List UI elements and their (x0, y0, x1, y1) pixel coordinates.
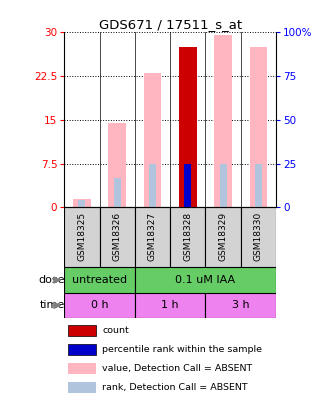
Bar (205, 293, 276, 318)
Bar (135, 293, 205, 318)
Bar (184, 164, 191, 207)
Bar (135, 267, 276, 293)
Text: GSM18325: GSM18325 (77, 212, 86, 261)
Text: count: count (102, 326, 129, 335)
Bar (135, 207, 170, 267)
Text: rank, Detection Call = ABSENT: rank, Detection Call = ABSENT (102, 383, 248, 392)
Bar (64, 293, 135, 318)
Bar (114, 178, 121, 207)
Text: GSM18330: GSM18330 (254, 211, 263, 261)
Bar (78, 200, 85, 207)
Bar (214, 35, 232, 207)
Bar (64, 267, 135, 293)
Bar (68, 363, 96, 374)
Bar (205, 207, 241, 267)
Bar (255, 164, 262, 207)
Text: value, Detection Call = ABSENT: value, Detection Call = ABSENT (102, 364, 253, 373)
Bar (179, 47, 196, 207)
Text: dose: dose (39, 275, 65, 285)
Bar (149, 164, 156, 207)
Text: GSM18329: GSM18329 (219, 212, 228, 261)
Text: GSM18327: GSM18327 (148, 212, 157, 261)
Title: GDS671 / 17511_s_at: GDS671 / 17511_s_at (99, 18, 242, 31)
Text: 0.1 uM IAA: 0.1 uM IAA (175, 275, 236, 285)
Bar (108, 123, 126, 207)
Bar (68, 382, 96, 393)
Text: percentile rank within the sample: percentile rank within the sample (102, 345, 262, 354)
Bar (241, 207, 276, 267)
Text: 3 h: 3 h (232, 301, 249, 310)
Text: 1 h: 1 h (161, 301, 179, 310)
Text: untreated: untreated (72, 275, 127, 285)
Text: 0 h: 0 h (91, 301, 108, 310)
Bar (68, 344, 96, 355)
Bar (73, 199, 91, 207)
Bar (64, 207, 100, 267)
Text: GSM18326: GSM18326 (113, 212, 122, 261)
Bar (170, 207, 205, 267)
Bar (249, 47, 267, 207)
Text: time: time (40, 301, 65, 310)
Bar (143, 73, 161, 207)
Bar (100, 207, 135, 267)
Bar (68, 325, 96, 336)
Text: GSM18328: GSM18328 (183, 212, 192, 261)
Bar (220, 164, 227, 207)
